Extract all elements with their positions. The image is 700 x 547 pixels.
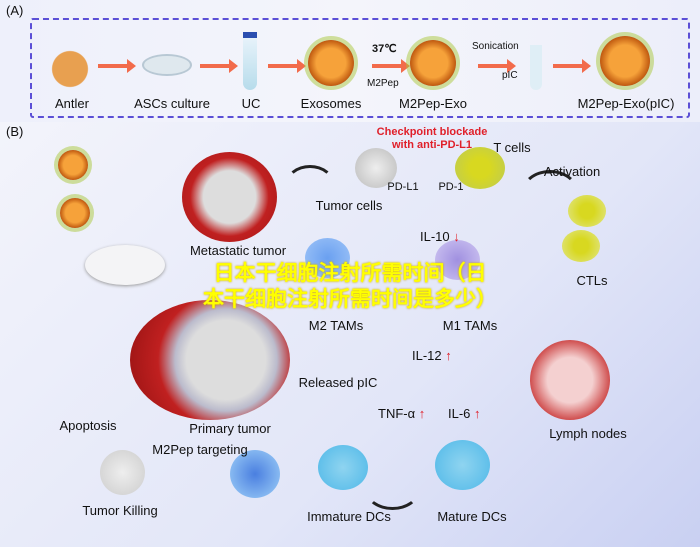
flow-arrow — [478, 59, 516, 73]
checkpoint-label: with anti-PD-L1 — [391, 139, 473, 151]
nanoparticle-icon — [60, 198, 90, 228]
primary-tumor-label: Primary tumor — [189, 421, 271, 436]
pic-label: pIC — [502, 70, 518, 81]
activation-label: Activation — [543, 164, 601, 179]
step-label: ASCs culture — [134, 96, 210, 111]
immature-dc-icon — [318, 445, 368, 490]
overlay-caption: 本干细胞注射所需时间是多少） — [203, 288, 497, 311]
panel-a: (A) 37℃ M2Pep Sonication pIC Antler ASCs… — [0, 0, 700, 122]
panel-b-tag: (B) — [6, 124, 24, 139]
eppendorf-icon — [530, 45, 542, 90]
cycle-arrow — [365, 470, 420, 510]
exosome-icon — [308, 40, 354, 86]
il12-label: IL-12 ↑ — [412, 348, 452, 363]
lymph-nodes-label: Lymph nodes — [549, 426, 627, 441]
tumor-cell-icon — [355, 148, 397, 188]
immature-dcs-label: Immature DCs — [307, 509, 391, 524]
panel-a-tag: (A) — [6, 3, 24, 18]
step-label: Antler — [55, 96, 89, 111]
step-label: M2Pep-Exo(pIC) — [577, 96, 675, 111]
m2-tam-icon — [305, 238, 350, 278]
step-label: UC — [241, 96, 261, 111]
lymph-node-icon — [530, 340, 610, 420]
il10-label: IL-10 ↓ — [420, 229, 460, 244]
flow-arrow — [268, 59, 306, 73]
metastatic-tumor-label: Metastatic tumor — [189, 243, 287, 258]
nanoparticle-icon — [58, 150, 88, 180]
m1-tams-label: M1 TAMs — [442, 318, 498, 333]
step-label: Exosomes — [300, 96, 362, 111]
mature-dcs-label: Mature DCs — [437, 509, 507, 524]
sonication-label: Sonication — [472, 41, 519, 52]
pd-1-label: PD-1 — [438, 181, 464, 193]
tumor-cells-label: Tumor cells — [315, 198, 383, 213]
m2-tams-label: M2 TAMs — [308, 318, 364, 333]
tnf-label: TNF-α ↑ — [378, 406, 425, 421]
down-arrow-icon: ↓ — [453, 229, 460, 244]
apoptosis-label: Apoptosis — [59, 418, 117, 433]
il6-text: IL-6 — [448, 406, 471, 421]
m2pep-targeting-label: M2Pep targeting — [152, 442, 248, 457]
t-cells-label: T cells — [493, 140, 531, 155]
il12-text: IL-12 — [412, 348, 442, 363]
ctl-icon — [562, 230, 600, 262]
m1-tam-icon — [435, 240, 480, 280]
flow-arrow — [372, 59, 410, 73]
m2pep-exo-icon — [410, 40, 456, 86]
ctls-label: CTLs — [576, 273, 608, 288]
dead-tumor-cell-icon — [100, 450, 145, 495]
temperature-label: 37℃ — [372, 43, 397, 55]
il10-text: IL-10 — [420, 229, 450, 244]
petri-dish-icon — [142, 54, 192, 76]
t-cell-icon — [455, 147, 505, 189]
mature-dc-icon — [435, 440, 490, 490]
workflow-box — [30, 18, 690, 118]
tnf-text: TNF-α — [378, 406, 416, 421]
metastatic-tumor-icon — [182, 152, 277, 242]
up-arrow-icon: ↑ — [445, 348, 452, 363]
up-arrow-icon: ↑ — [474, 406, 481, 421]
up-arrow-icon: ↑ — [418, 406, 426, 421]
flow-arrow — [98, 59, 136, 73]
pd-l1-label: PD-L1 — [387, 181, 419, 193]
mouse-icon — [85, 245, 165, 285]
tumor-killing-label: Tumor Killing — [82, 503, 158, 518]
flow-arrow — [553, 59, 591, 73]
m2pep-label: M2Pep — [367, 78, 399, 89]
primary-tumor-icon — [130, 300, 290, 420]
cycle-arrow — [285, 165, 335, 205]
overlay-caption: 日本干细胞注射所需时间（日 — [213, 262, 487, 285]
macrophage-icon — [230, 450, 280, 498]
il6-label: IL-6 ↑ — [448, 406, 481, 421]
m2pep-exo-pic-icon — [600, 36, 650, 86]
step-label: M2Pep-Exo — [399, 96, 467, 111]
deer-icon — [50, 30, 90, 90]
checkpoint-label: Checkpoint blockade — [376, 126, 488, 138]
released-pic-label: Released pIC — [298, 375, 378, 390]
flow-arrow — [200, 59, 238, 73]
cycle-arrow — [520, 170, 580, 220]
tube-icon — [243, 32, 257, 90]
